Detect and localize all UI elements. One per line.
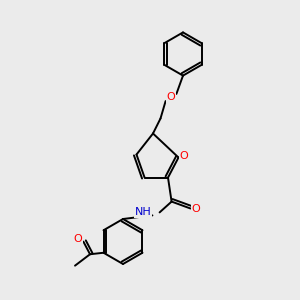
Text: O: O [191,203,200,214]
Text: O: O [179,151,188,161]
Text: O: O [167,92,176,103]
Text: NH: NH [135,207,152,218]
Text: O: O [74,234,82,244]
